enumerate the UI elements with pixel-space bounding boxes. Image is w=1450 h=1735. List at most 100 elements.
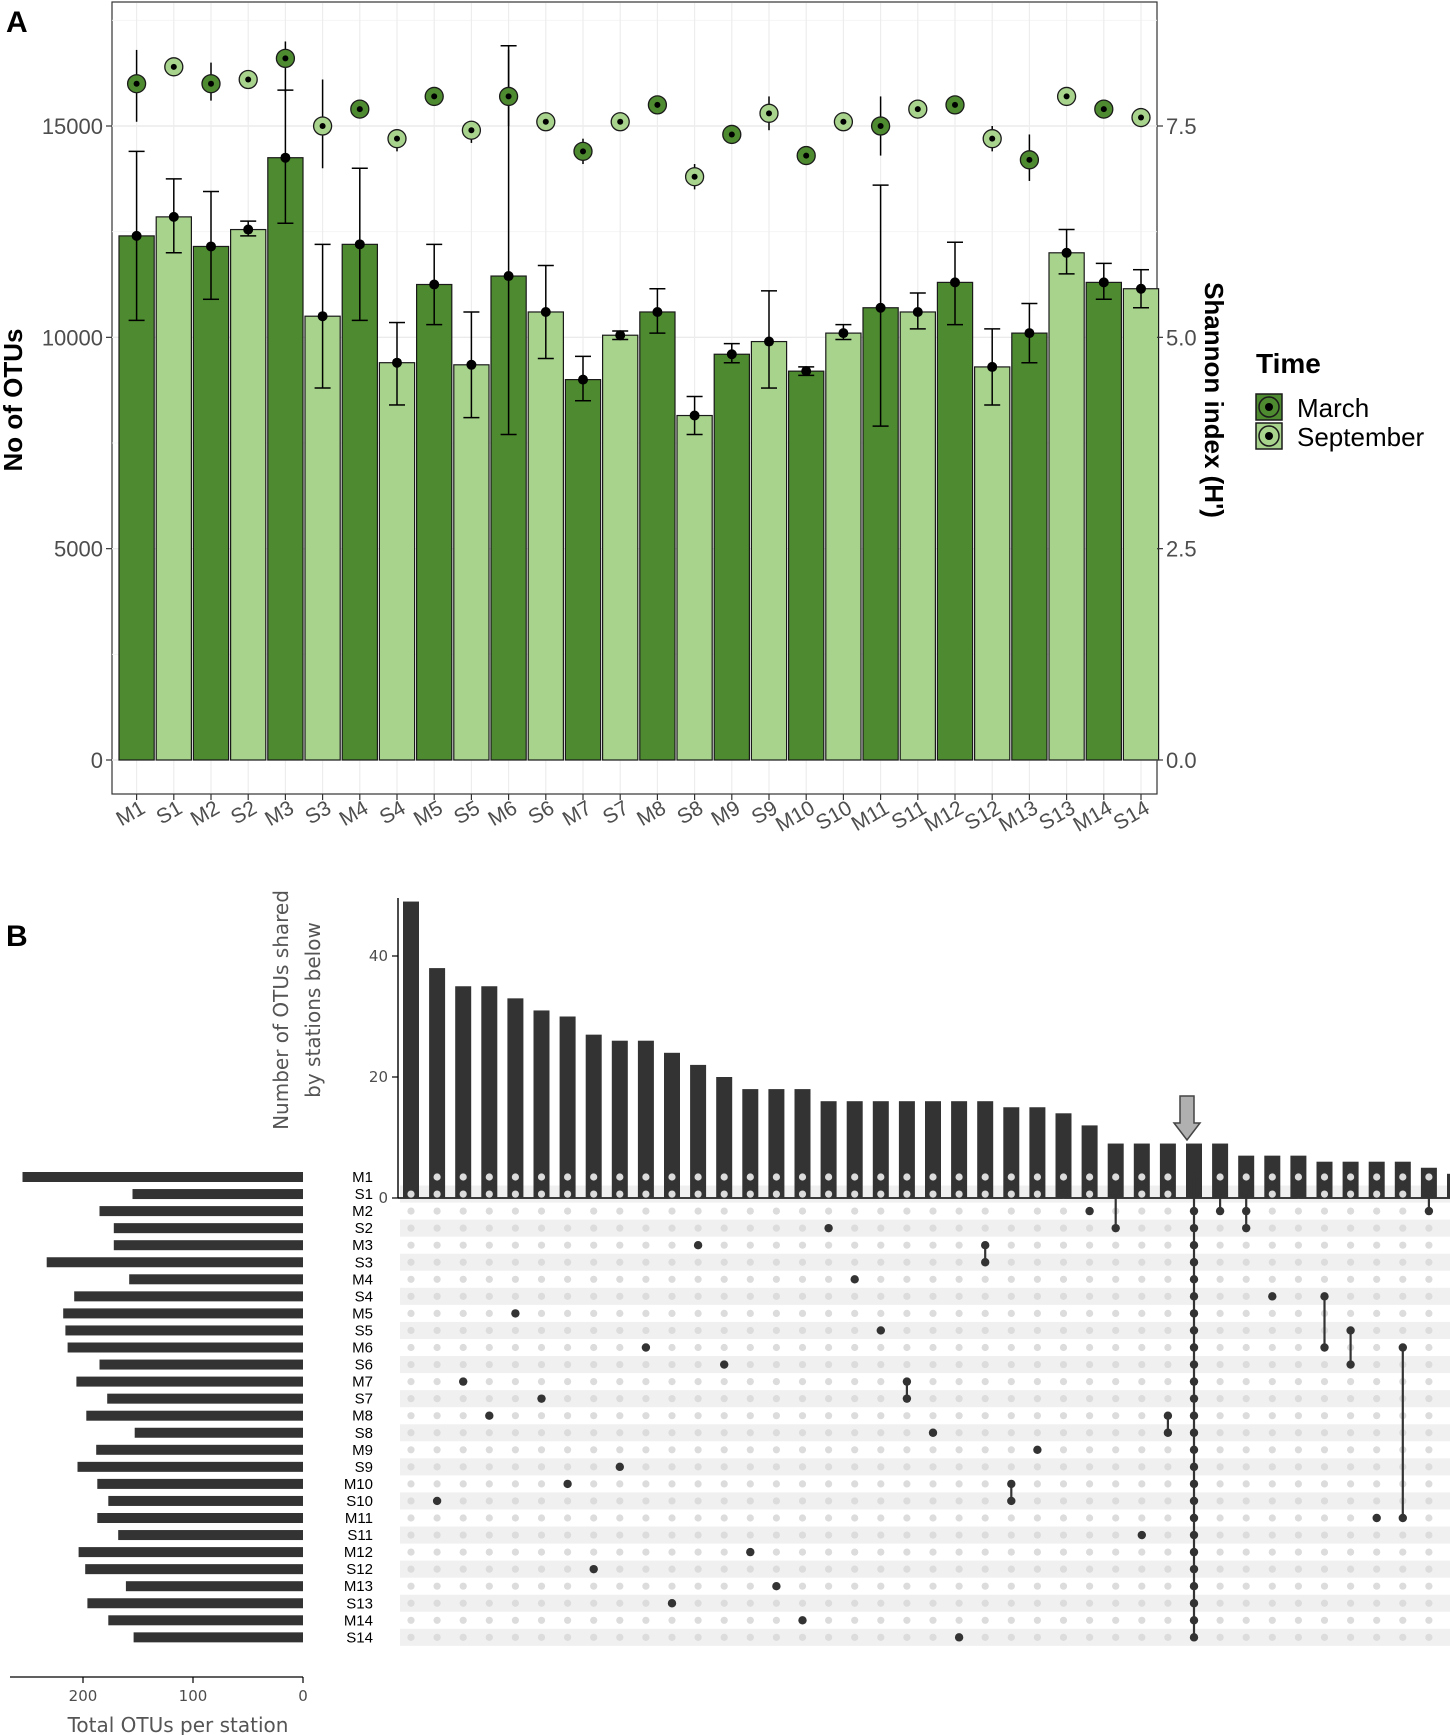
- matrix-dot: [798, 1531, 807, 1539]
- matrix-dot: [1033, 1292, 1041, 1300]
- otu-mean-S1: [168, 211, 179, 222]
- matrix-dot: [1373, 1429, 1381, 1437]
- matrix-dot: [511, 1378, 519, 1386]
- matrix-dot: [1086, 1241, 1094, 1249]
- matrix-dot: [825, 1275, 833, 1283]
- matrix-dot: [720, 1582, 728, 1590]
- matrix-dot: [590, 1582, 598, 1590]
- otu-mean-M9: [726, 349, 737, 360]
- matrix-dot: [929, 1360, 937, 1369]
- matrix-dot: [825, 1395, 833, 1403]
- x-tick-label-M3: M3: [261, 796, 298, 831]
- matrix-dot: [511, 1514, 519, 1522]
- matrix-dot: [955, 1258, 963, 1266]
- matrix-dot: [642, 1224, 650, 1232]
- matrix-dot: [485, 1173, 493, 1181]
- station-label-M9: M9: [352, 1442, 373, 1459]
- matrix-dot: [955, 1497, 963, 1505]
- matrix-dot: [590, 1446, 598, 1454]
- matrix-dot: [1320, 1258, 1329, 1266]
- matrix-dot: [1164, 1378, 1172, 1386]
- matrix-dot: [642, 1616, 650, 1624]
- matrix-dot: [1138, 1497, 1146, 1505]
- matrix-dot: [981, 1514, 989, 1522]
- matrix-dot: [537, 1497, 546, 1505]
- otu-mean-S12: [987, 361, 998, 372]
- matrix-dot: [485, 1599, 493, 1607]
- otu-mean-S10: [838, 328, 849, 339]
- matrix-dot: [668, 1446, 676, 1454]
- matrix-dot: [720, 1565, 728, 1573]
- matrix-dot: [564, 1412, 572, 1420]
- matrix-dot: [1294, 1395, 1302, 1403]
- matrix-dot: [1294, 1565, 1302, 1573]
- matrix-dot: [955, 1190, 963, 1198]
- matrix-dot-active: [693, 1241, 703, 1250]
- matrix-dot: [642, 1497, 650, 1505]
- x-tick-label-M8: M8: [633, 796, 670, 831]
- matrix-dot: [1347, 1241, 1355, 1249]
- matrix-dot: [981, 1360, 989, 1369]
- matrix-dot: [459, 1395, 467, 1403]
- panel-a-bars: [118, 157, 1160, 761]
- panel-b-chart: 0 20 40 M1S1M2S2M3S3M4S4M5S5M6S6M7S7M8S8M9…: [10, 890, 1450, 1735]
- matrix-dot: [1242, 1258, 1250, 1266]
- x-tick-label-M2: M2: [187, 796, 224, 831]
- matrix-dot: [1268, 1497, 1276, 1505]
- matrix-dot: [903, 1309, 911, 1317]
- matrix-dot: [616, 1173, 624, 1181]
- matrix-dot: [590, 1173, 598, 1181]
- matrix-dot: [1294, 1429, 1302, 1437]
- matrix-dot: [955, 1241, 963, 1249]
- matrix-dot: [720, 1378, 728, 1386]
- shannon-center-M13: [1026, 156, 1033, 163]
- matrix-dot: [1216, 1343, 1224, 1352]
- matrix-dot: [1268, 1360, 1276, 1369]
- matrix-dot: [798, 1582, 807, 1590]
- row-stripe: [400, 1526, 1450, 1544]
- matrix-dot: [1059, 1395, 1068, 1403]
- matrix-dot: [485, 1565, 493, 1573]
- matrix-dot: [564, 1582, 572, 1590]
- matrix-dot: [485, 1378, 493, 1386]
- intersection-bar: [690, 1064, 707, 1198]
- matrix-dot: [407, 1480, 415, 1488]
- matrix-dot: [825, 1173, 833, 1181]
- matrix-dot: [1007, 1582, 1015, 1590]
- panel-b-station-labels: M1S1M2S2M3S3M4S4M5S5M6S6M7S7M8S8M9S9M10S…: [344, 1169, 373, 1646]
- matrix-dot: [1086, 1446, 1094, 1454]
- matrix-dot: [1216, 1360, 1224, 1369]
- station-label-S6: S6: [355, 1357, 373, 1374]
- shannon-center-S10: [840, 118, 847, 125]
- matrix-dot: [877, 1616, 885, 1624]
- matrix-dot: [825, 1326, 833, 1335]
- matrix-dot: [1347, 1565, 1355, 1573]
- station-label-M12: M12: [344, 1544, 373, 1561]
- matrix-dot: [929, 1190, 937, 1198]
- matrix-dot: [981, 1292, 989, 1300]
- intersection-bar: [611, 1040, 628, 1198]
- matrix-dot: [1007, 1207, 1015, 1215]
- matrix-dot: [981, 1190, 989, 1198]
- otu-mean-M14: [1098, 277, 1109, 288]
- matrix-dot: [1399, 1565, 1407, 1573]
- matrix-dot: [459, 1514, 467, 1522]
- matrix-dot-active: [563, 1479, 572, 1489]
- matrix-dot: [1164, 1241, 1172, 1249]
- matrix-dot: [1294, 1514, 1302, 1522]
- matrix-dot: [511, 1548, 519, 1556]
- matrix-dot: [537, 1514, 546, 1522]
- y2-tick-label: 2.5: [1166, 537, 1197, 562]
- matrix-dot-active: [537, 1394, 546, 1403]
- station-label-S4: S4: [355, 1288, 373, 1305]
- matrix-dot: [746, 1309, 754, 1317]
- matrix-dot: [825, 1412, 833, 1420]
- matrix-dot: [903, 1565, 911, 1573]
- matrix-dot: [694, 1565, 702, 1573]
- matrix-dot: [1216, 1446, 1224, 1454]
- matrix-dot: [590, 1224, 598, 1232]
- matrix-dot: [825, 1616, 833, 1624]
- matrix-dot: [1007, 1190, 1015, 1198]
- matrix-dot: [1059, 1224, 1068, 1232]
- matrix-dot-active: [1268, 1292, 1277, 1301]
